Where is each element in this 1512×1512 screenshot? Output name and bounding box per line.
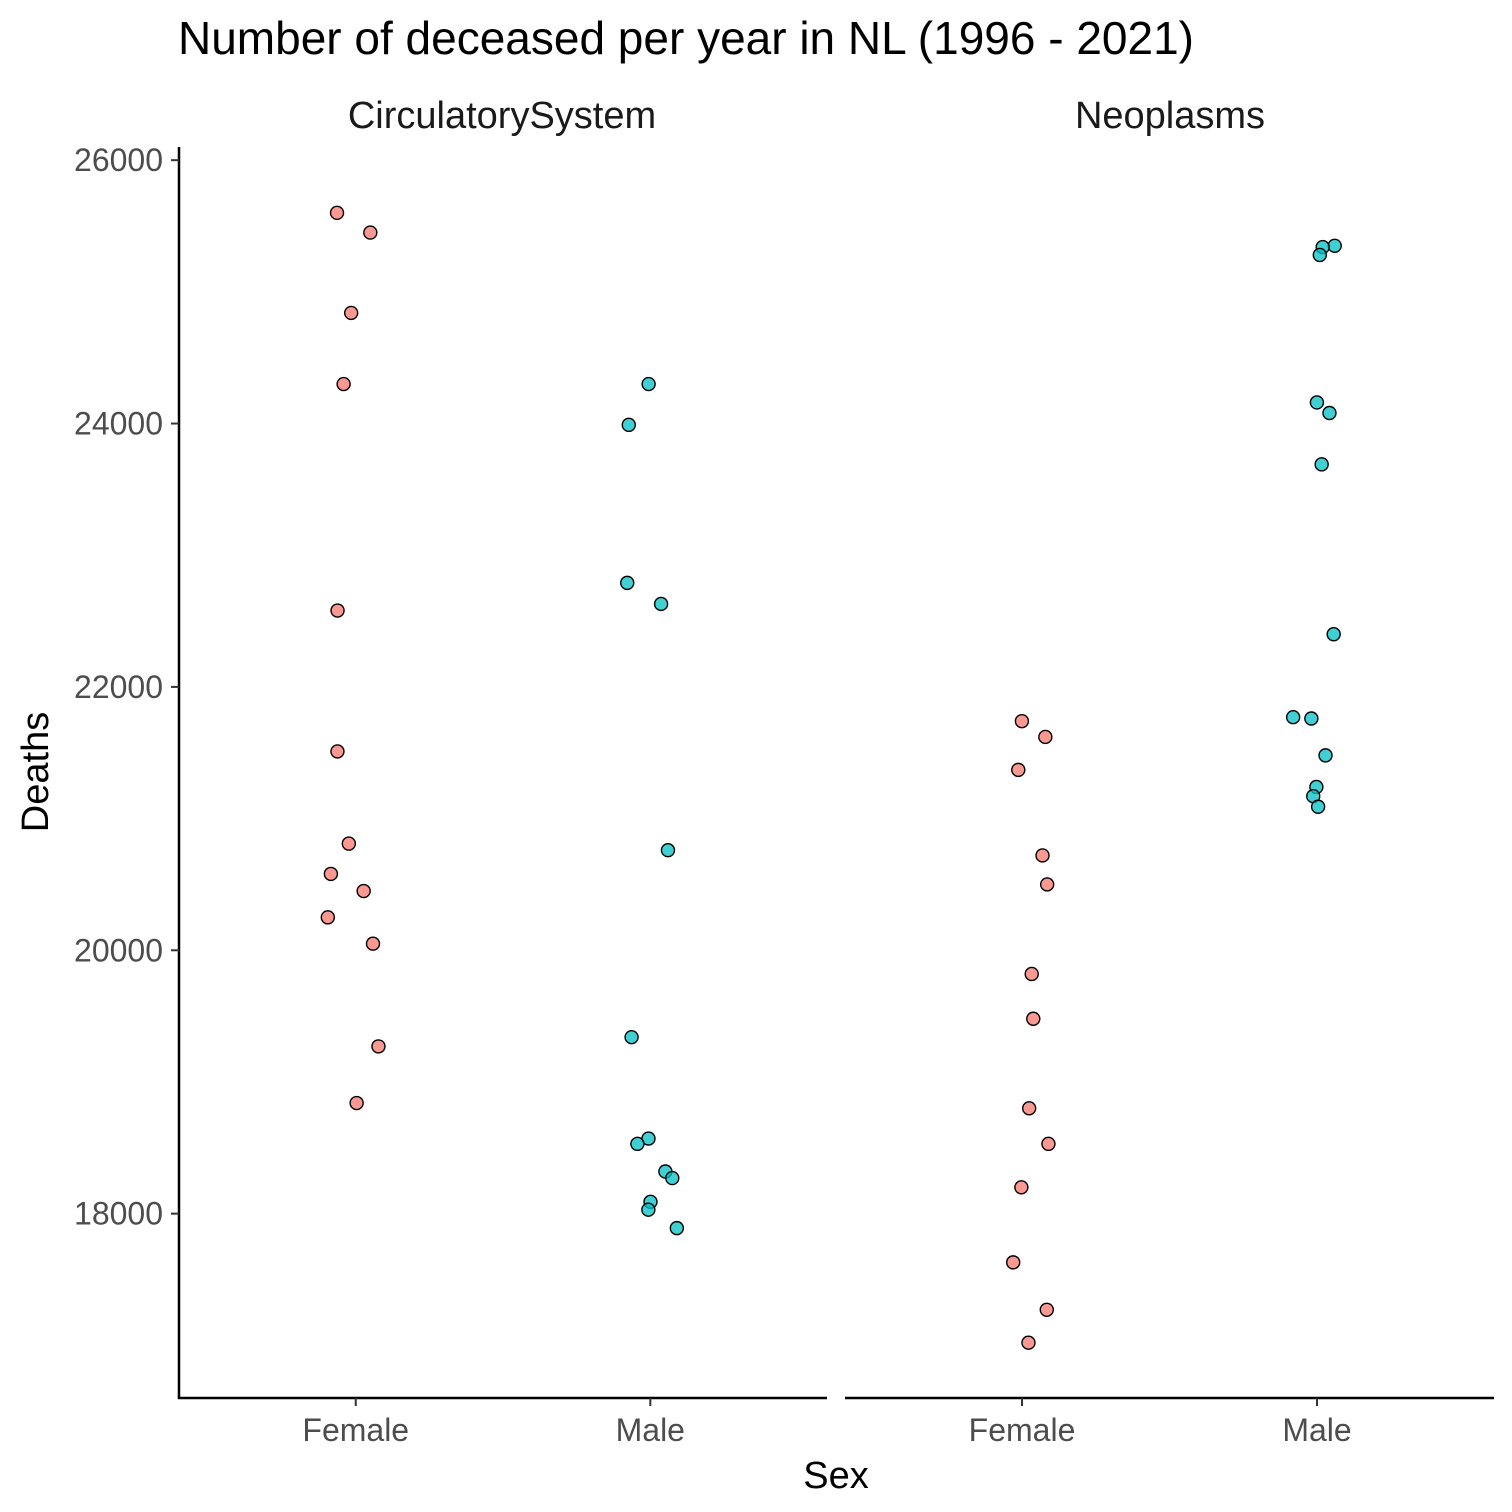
y-tick-label: 26000 (74, 142, 163, 178)
data-point-neoplasms-female (1021, 1335, 1036, 1350)
data-point-neoplasms-male (1310, 799, 1326, 814)
y-tick-label: 20000 (74, 932, 163, 968)
data-point-neoplasms-female (1039, 877, 1055, 892)
data-point-circulatorysystem-male (669, 1220, 685, 1236)
x-tick-label-male: Male (1282, 1412, 1351, 1448)
y-tick-label: 22000 (74, 669, 163, 705)
data-point-circulatorysystem-female (320, 910, 336, 925)
data-point-circulatorysystem-male (620, 575, 635, 591)
data-point-neoplasms-male (1312, 247, 1328, 263)
data-point-circulatorysystem-male (660, 842, 676, 858)
data-point-circulatorysystem-male (653, 596, 669, 612)
data-point-circulatorysystem-female (341, 836, 357, 851)
panel-label-circulatory: CirculatorySystem (348, 95, 656, 137)
x-axis-title: Sex (803, 1455, 868, 1497)
data-point-neoplasms-male (1304, 711, 1319, 726)
data-point-neoplasms-female (1024, 966, 1039, 982)
data-point-circulatorysystem-female (329, 205, 345, 221)
data-point-neoplasms-female (1014, 1180, 1029, 1195)
y-axis-ticks: 18000 20000 22000 24000 26000 (74, 142, 179, 1232)
data-point-circulatorysystem-female (330, 603, 345, 618)
x-tick-label-male: Male (616, 1412, 685, 1448)
data-point-circulatorysystem-female (363, 225, 378, 240)
data-point-neoplasms-female (1026, 1011, 1041, 1026)
data-point-circulatorysystem-female (349, 1095, 364, 1111)
data-point-neoplasms-male (1322, 405, 1337, 421)
data-point-circulatorysystem-female (330, 744, 345, 759)
y-tick-label: 18000 (74, 1196, 163, 1232)
data-point-neoplasms-male (1309, 395, 1325, 410)
data-point-circulatorysystem-female (336, 376, 351, 392)
panel-label-neoplasms: Neoplasms (1075, 95, 1265, 137)
data-point-neoplasms-male (1285, 709, 1301, 725)
data-point-circulatorysystem-female (365, 936, 381, 951)
data-point-neoplasms-female (1041, 1136, 1056, 1152)
data-point-circulatorysystem-male (624, 1029, 639, 1045)
data-point-neoplasms-female (1011, 762, 1026, 778)
x-tick-label-female: Female (302, 1412, 409, 1448)
data-point-circulatorysystem-male (621, 417, 636, 433)
chart-title: Number of deceased per year in NL (1996 … (178, 12, 1194, 64)
data-point-circulatorysystem-male (630, 1136, 645, 1152)
data-point-circulatorysystem-female (371, 1039, 386, 1054)
data-point-circulatorysystem-male (665, 1170, 680, 1186)
data-point-neoplasms-female (1014, 713, 1030, 729)
data-point-neoplasms-female (1021, 1101, 1037, 1116)
data-point-circulatorysystem-male (641, 1202, 656, 1217)
data-point-neoplasms-male (1326, 627, 1341, 642)
x-axis-ticks: Female Male Female Male (302, 1398, 1352, 1448)
y-axis-title: Deaths (15, 712, 57, 832)
y-tick-label: 24000 (74, 406, 163, 442)
data-point-circulatorysystem-female (323, 866, 339, 882)
data-points (320, 205, 1342, 1350)
data-point-circulatorysystem-male (641, 376, 656, 392)
data-point-neoplasms-male (1318, 748, 1333, 763)
data-point-circulatorysystem-female (356, 883, 371, 899)
data-point-neoplasms-female (1039, 1302, 1054, 1317)
data-point-neoplasms-female (1006, 1255, 1021, 1270)
data-point-neoplasms-female (1038, 729, 1053, 745)
x-tick-label-female: Female (969, 1412, 1076, 1448)
data-point-circulatorysystem-female (343, 305, 359, 321)
data-point-neoplasms-male (1314, 457, 1329, 472)
data-point-neoplasms-male (1327, 238, 1342, 253)
data-point-neoplasms-female (1035, 848, 1050, 863)
